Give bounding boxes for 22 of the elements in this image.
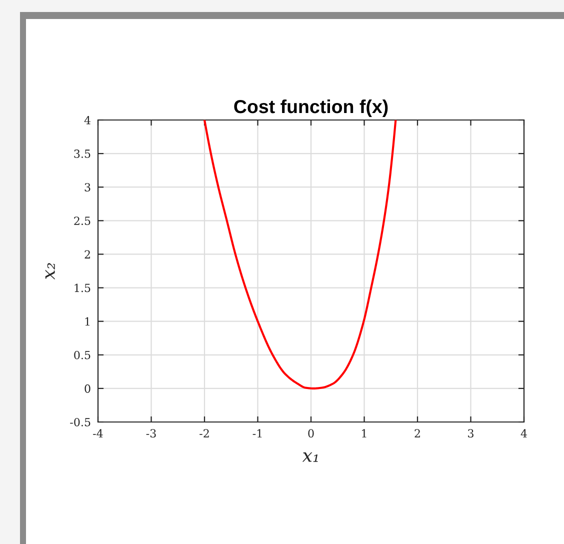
x-tick-label: 1 [362, 429, 366, 438]
y-tick-label: 1 [85, 317, 90, 326]
x-tick-label: -1 [252, 429, 262, 438]
x-tick-label: 2 [414, 429, 420, 438]
x-tick-label: -3 [146, 429, 156, 438]
x-axis-title: x₁ [302, 452, 318, 462]
y-tick-label: 0.5 [74, 350, 90, 360]
y-tick-label: 0 [84, 384, 90, 393]
x-tick-label: 4 [520, 429, 527, 438]
chart-title: Cost function f(x) [234, 99, 388, 117]
x-tick-label: -2 [200, 429, 209, 438]
x-tick-label: 3 [468, 429, 474, 438]
y-tick-label: -0.5 [70, 418, 90, 426]
x-tick-label: 0 [308, 429, 314, 438]
y-axis-title: x₂ [45, 263, 55, 280]
y-tick-label: 3.5 [74, 150, 90, 158]
y-tick-label: 1.5 [74, 284, 90, 292]
y-tick-label: 3 [84, 183, 90, 192]
y-tick-label: 2.5 [74, 216, 90, 226]
y-tick-label: 2 [84, 250, 90, 258]
y-tick-label: 4 [84, 116, 90, 124]
x-tick-label: -4 [93, 429, 103, 438]
